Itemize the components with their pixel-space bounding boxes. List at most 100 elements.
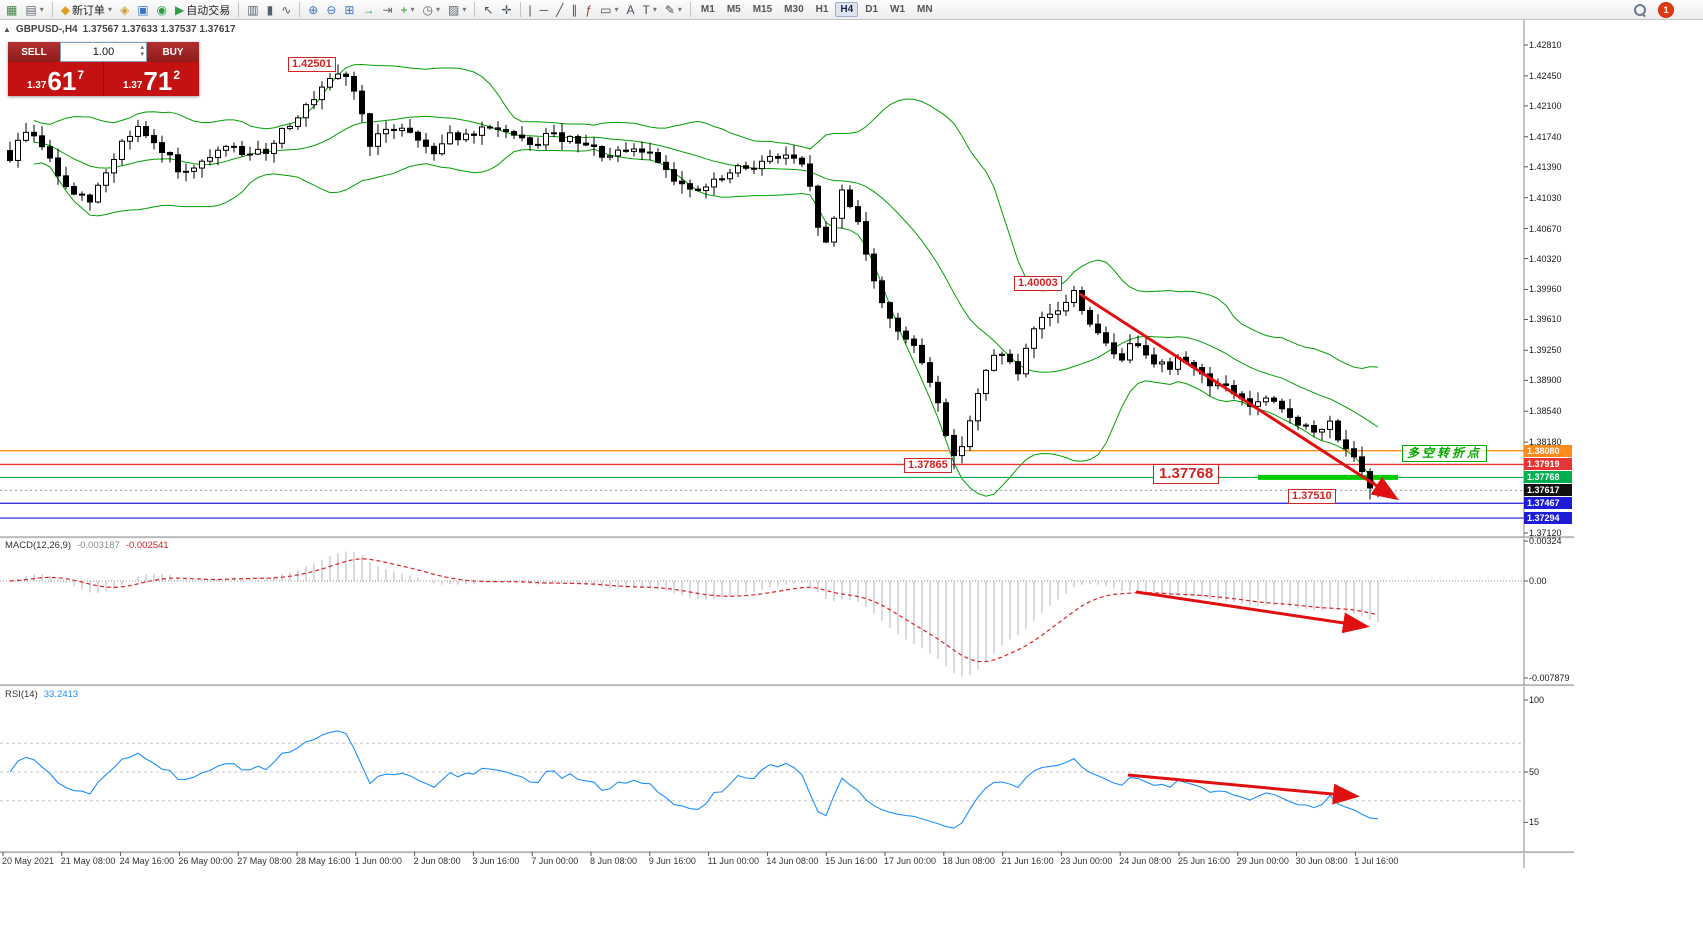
chart-shift-button[interactable]: ⇥ [378,0,396,20]
tile-windows-button[interactable]: ⊞ [340,0,358,20]
candle [87,194,93,203]
rsi-axis-tick: 50 [1529,767,1540,777]
text-label-button[interactable]: T ▾ [638,0,660,20]
bar-chart-button[interactable]: ▥ [243,0,262,20]
trend-arrow[interactable] [1135,590,1370,634]
autotrading-button-label: 自动交易 [186,4,231,17]
trend-arrow[interactable] [1127,773,1360,805]
candle [1255,401,1261,407]
candle [383,128,389,135]
volume-stepper[interactable]: ▴ ▾ [140,44,144,58]
search-icon[interactable] [1633,3,1647,17]
zoom-in-button[interactable]: ⊕ [304,0,322,20]
data-window-button[interactable]: ◉ [153,0,171,20]
candlestick-chart-button[interactable]: ▮ [263,0,278,20]
candle [359,90,365,115]
cursor-button[interactable]: ↖ [479,0,497,20]
horizontal-line-button[interactable]: ─ [536,0,553,20]
candle [311,99,317,106]
candle [1263,397,1269,403]
price-annotation[interactable]: 1.40003 [1014,276,1062,291]
price-annotation[interactable]: 1.37865 [904,458,952,473]
trendline-button[interactable]: ╱ [552,0,567,20]
metaeditor-button[interactable]: ◈ [116,0,133,20]
terminal-button[interactable]: ▣ [133,0,152,20]
spin-down-icon[interactable]: ▾ [140,51,144,58]
spin-up-icon[interactable]: ▴ [140,44,144,51]
vertical-line-button[interactable]: | [525,0,536,20]
timeframe-m1-button[interactable]: M1 [700,4,715,15]
periods-button[interactable]: ◷ ▾ [419,0,445,20]
indicators-button[interactable]: + ▾ [397,0,419,20]
trend-arrow[interactable] [1079,292,1400,501]
candle [1111,342,1117,355]
timeframe-m15-button[interactable]: M15 [752,4,773,15]
text-button[interactable]: A [622,0,638,20]
timeframe-h4-button[interactable]: H4 [835,2,859,17]
candle [175,154,181,173]
candle [631,148,637,152]
crosshair-button[interactable]: ✛ [497,0,515,20]
candle [1143,345,1149,356]
price-annotation[interactable]: 1.37768 [1153,464,1220,484]
fibonacci-button[interactable]: ƒ [581,0,596,20]
one-click-toggle-icon[interactable]: ▲ [3,25,11,34]
candle [391,128,397,132]
candle [423,139,429,147]
channel-button[interactable]: ∥ [567,0,581,20]
candle [303,104,309,119]
timeframe-m30-button[interactable]: M30 [784,4,804,15]
notification-badge[interactable]: 1 [1659,3,1673,17]
candle [895,317,901,332]
price-annotation[interactable]: 1.37510 [1288,489,1336,504]
new-chart-button[interactable]: ▦ [2,0,21,20]
candle [775,155,781,159]
candle [1223,383,1229,387]
candle [15,139,21,161]
price-annotation[interactable]: 1.42501 [288,57,336,72]
candle [119,140,125,160]
turning-point-label[interactable]: 多空转折点 [1402,445,1488,462]
timeframe-d1-button[interactable]: D1 [865,4,879,15]
macd-plot [0,551,1524,677]
macd-main-value: -0.003187 [77,540,120,551]
time-axis-label: 11 Jun 00:00 [707,856,759,866]
candle [903,330,909,340]
timeframe-w1-button[interactable]: W1 [890,4,906,15]
timeframe-mn-button[interactable]: MN [917,4,933,15]
candle [959,446,965,457]
candle [615,149,621,157]
sell-button[interactable]: SELL [8,42,60,62]
timeframe-h1-button[interactable]: H1 [815,4,829,15]
new-order-button[interactable]: ◆ 新订单 ▾ [57,0,116,20]
caret-down-icon: ▾ [410,5,415,14]
buy-price[interactable]: 1.37 71 2 [104,62,199,96]
buy-button[interactable]: BUY [147,42,199,62]
volume-input[interactable]: 1.00 ▴ ▾ [60,42,147,62]
auto-scroll-button[interactable]: → [358,0,378,20]
templates-button[interactable]: ▨ ▾ [444,0,470,20]
candle [703,186,709,192]
shapes-button[interactable]: ▭ ▾ [596,0,622,20]
candle [95,184,101,203]
sell-price[interactable]: 1.37 61 7 [8,62,103,96]
zoom-out-button[interactable]: ⊖ [322,0,340,20]
arrows-tool-button[interactable]: ✎ ▾ [661,0,686,20]
candle [335,73,341,80]
candle [863,221,869,255]
line-chart-button[interactable]: ∿ [277,0,295,20]
timeframe-m5-button[interactable]: M5 [726,4,741,15]
candle [927,362,933,383]
candle [823,226,829,243]
price-axis-tick: 1.42450 [1529,70,1562,81]
candle [543,132,549,146]
candle [991,354,997,371]
autotrading-button[interactable]: ▶ 自动交易 [171,0,234,20]
caret-down-icon: ▾ [652,5,657,14]
chart-ohlc-info: ▲ GBPUSD-,H4 1.37567 1.37633 1.37537 1.3… [3,24,236,35]
profiles-button[interactable]: ▤ ▾ [21,0,47,20]
candle [263,148,269,154]
bollinger-upper-band [33,63,1379,370]
macd-axis-tick: -0.007879 [1529,673,1570,684]
candle [1319,428,1325,433]
